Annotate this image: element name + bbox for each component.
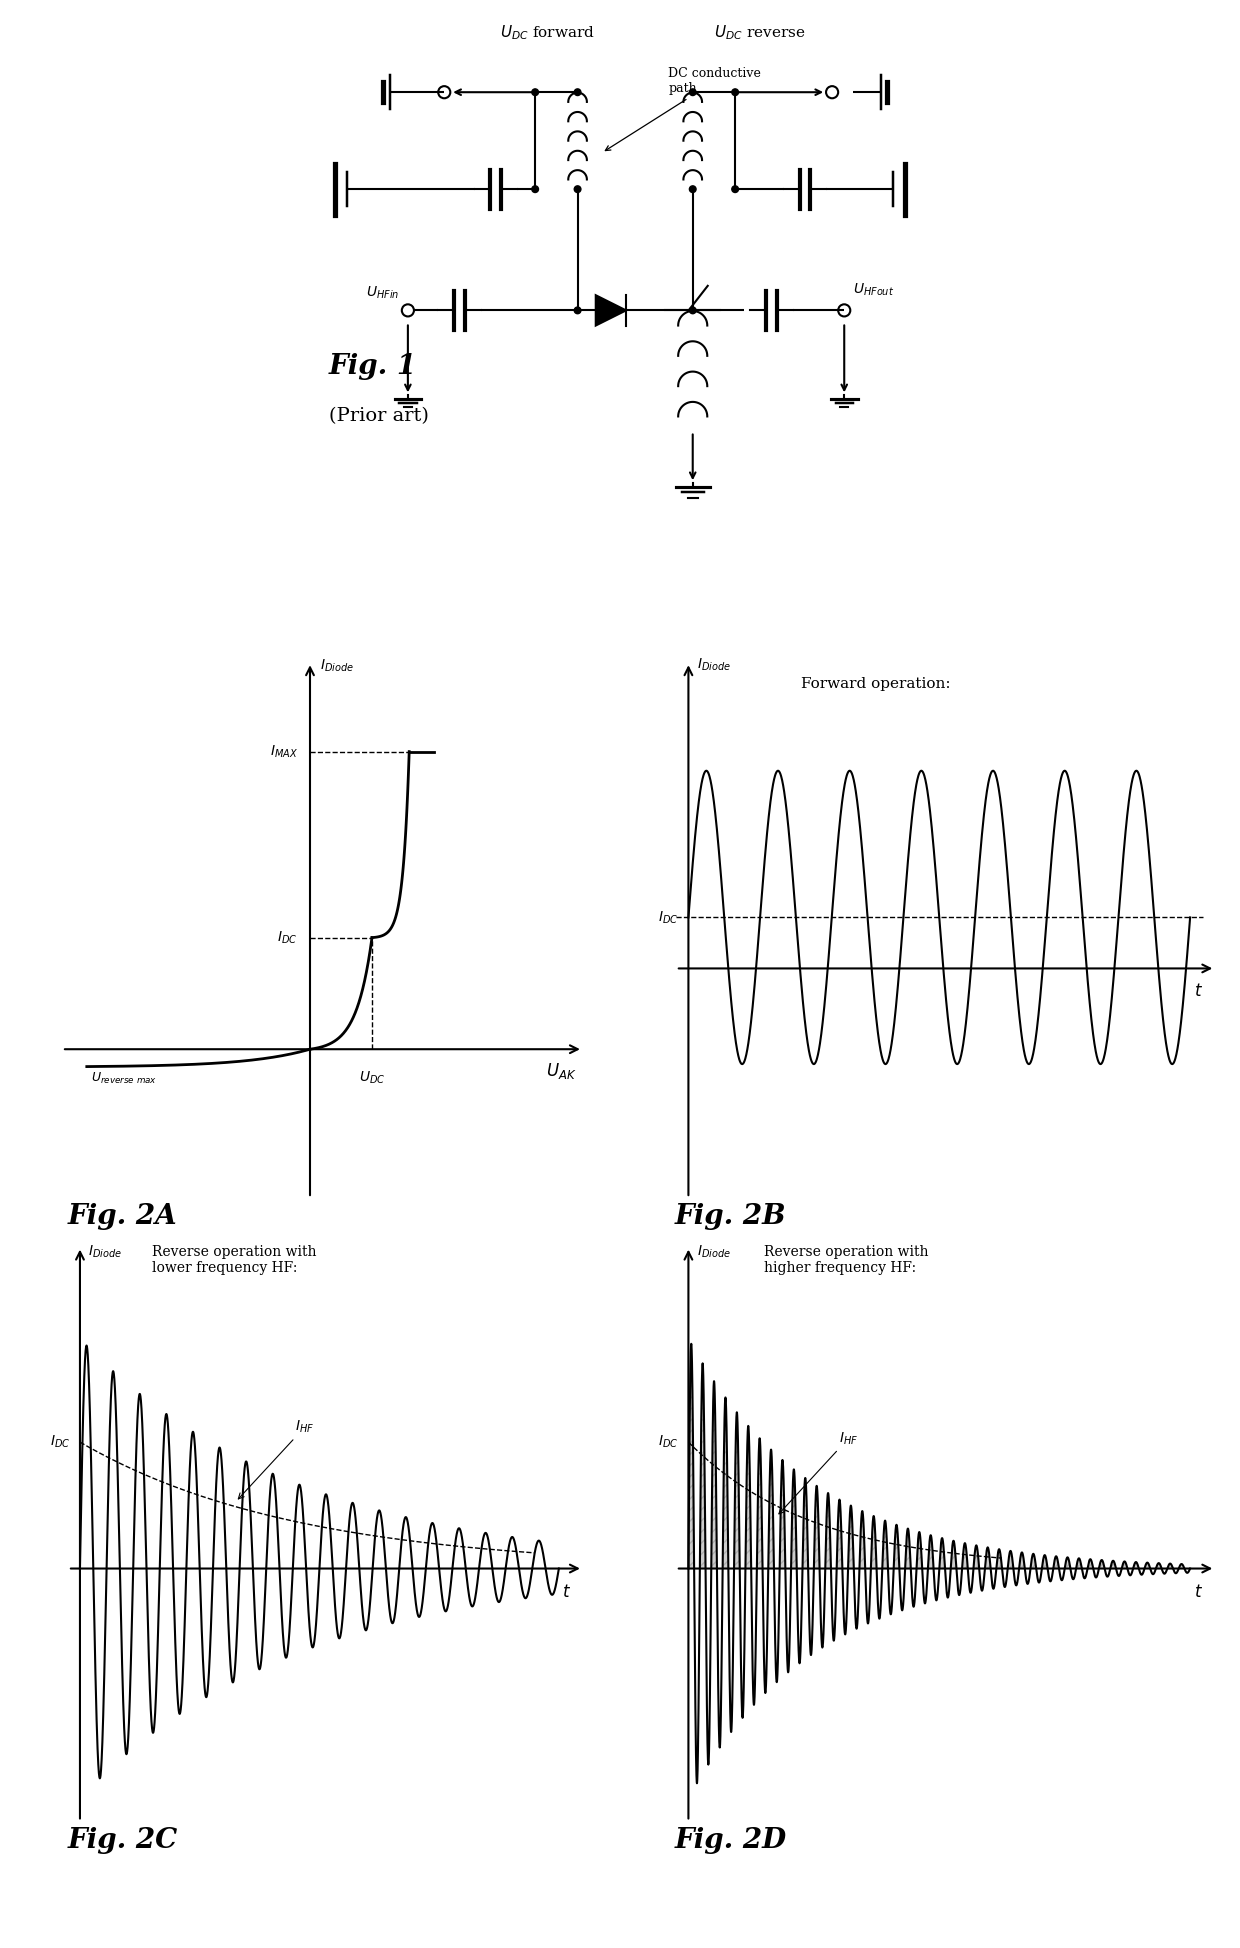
Text: $I_{DC}$: $I_{DC}$ bbox=[278, 929, 298, 947]
Circle shape bbox=[689, 90, 696, 95]
Text: Reverse operation with
higher frequency HF:: Reverse operation with higher frequency … bbox=[764, 1245, 929, 1276]
Text: $U_{AK}$: $U_{AK}$ bbox=[546, 1062, 577, 1081]
Circle shape bbox=[732, 90, 739, 95]
Text: (Prior art): (Prior art) bbox=[329, 407, 429, 425]
Circle shape bbox=[532, 90, 538, 95]
Text: Forward operation:: Forward operation: bbox=[801, 676, 951, 692]
Text: $I_{DC}$: $I_{DC}$ bbox=[658, 1434, 678, 1451]
Text: Fig. 2C: Fig. 2C bbox=[67, 1827, 177, 1854]
Text: $I_{DC}$: $I_{DC}$ bbox=[50, 1434, 71, 1451]
Text: $I_{Diode}$: $I_{Diode}$ bbox=[88, 1245, 123, 1260]
Text: $U_{HFout}$: $U_{HFout}$ bbox=[853, 282, 894, 298]
Circle shape bbox=[574, 308, 580, 314]
Text: $U_{reverse\ max}$: $U_{reverse\ max}$ bbox=[91, 1071, 157, 1087]
Text: $t$: $t$ bbox=[1194, 984, 1203, 1001]
Circle shape bbox=[689, 308, 696, 314]
Circle shape bbox=[574, 90, 580, 95]
Text: $U_{DC}$ forward: $U_{DC}$ forward bbox=[500, 23, 595, 43]
Text: Reverse operation with
lower frequency HF:: Reverse operation with lower frequency H… bbox=[151, 1245, 316, 1276]
Text: $I_{DC}$: $I_{DC}$ bbox=[658, 910, 678, 925]
Text: $I_{Diode}$: $I_{Diode}$ bbox=[697, 656, 732, 674]
Text: Fig. 1: Fig. 1 bbox=[329, 353, 417, 380]
Circle shape bbox=[574, 185, 580, 193]
Text: $t$: $t$ bbox=[562, 1584, 570, 1601]
Text: $t$: $t$ bbox=[1194, 1584, 1203, 1601]
Text: $I_{HF}$: $I_{HF}$ bbox=[779, 1430, 858, 1514]
Text: $U_{HFin}$: $U_{HFin}$ bbox=[366, 284, 399, 302]
Text: $I_{HF}$: $I_{HF}$ bbox=[238, 1418, 315, 1498]
Circle shape bbox=[732, 185, 739, 193]
Text: $I_{MAX}$: $I_{MAX}$ bbox=[269, 744, 298, 760]
Circle shape bbox=[532, 185, 538, 193]
Text: Fig. 2A: Fig. 2A bbox=[67, 1204, 177, 1231]
Text: $U_{DC}$: $U_{DC}$ bbox=[358, 1069, 386, 1087]
Text: Fig. 2D: Fig. 2D bbox=[675, 1827, 787, 1854]
Text: $I_{Diode}$: $I_{Diode}$ bbox=[697, 1245, 732, 1260]
Circle shape bbox=[689, 185, 696, 193]
Text: $I_{Diode}$: $I_{Diode}$ bbox=[320, 658, 353, 674]
Text: DC conductive
path: DC conductive path bbox=[605, 66, 761, 150]
Polygon shape bbox=[595, 296, 626, 325]
Text: Fig. 2B: Fig. 2B bbox=[675, 1204, 786, 1231]
Text: $U_{DC}$ reverse: $U_{DC}$ reverse bbox=[714, 23, 805, 43]
